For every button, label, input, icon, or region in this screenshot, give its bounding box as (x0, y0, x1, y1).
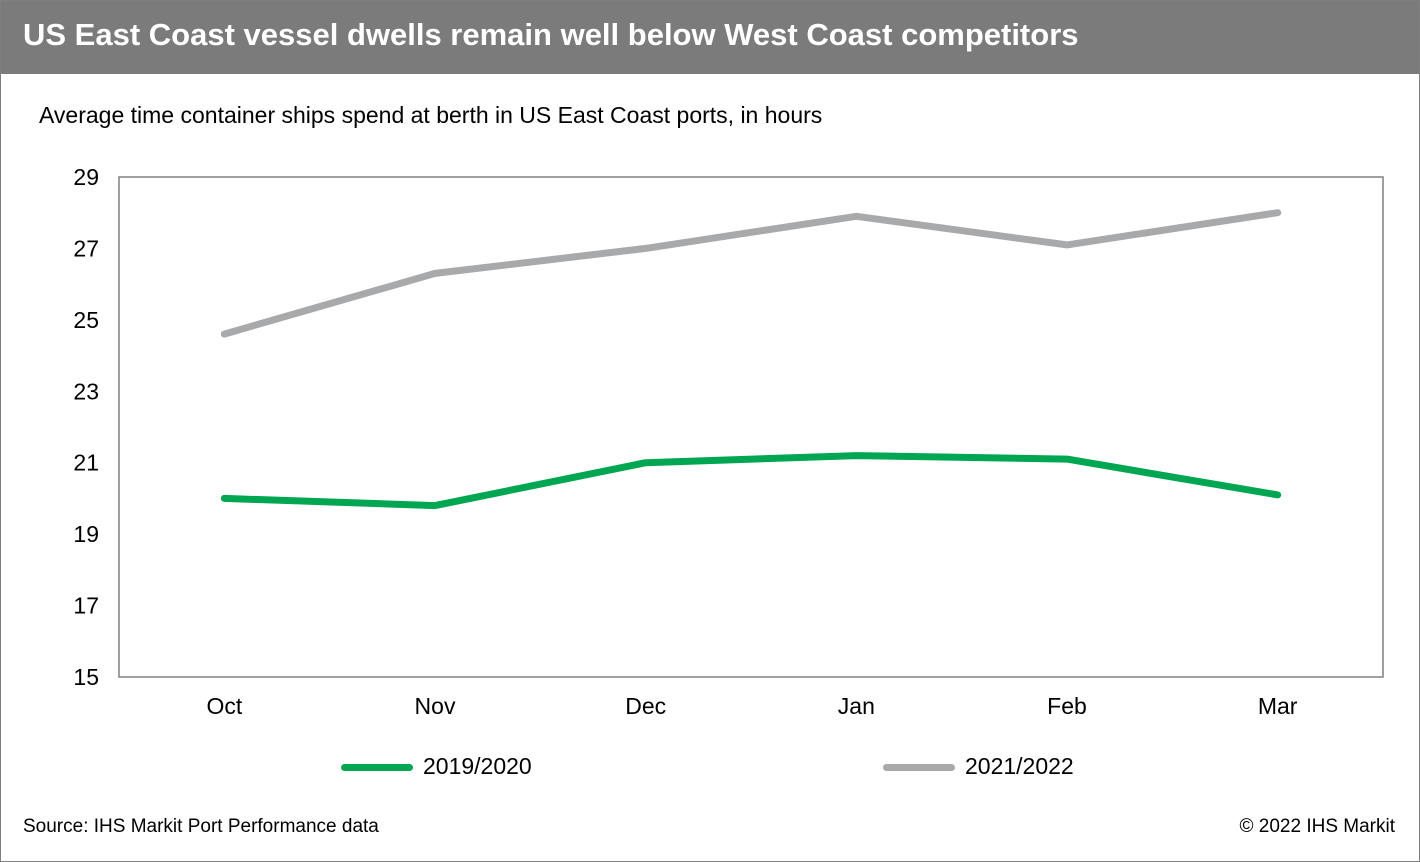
chart-title: US East Coast vessel dwells remain well … (23, 17, 1079, 52)
y-tick-label: 19 (73, 521, 99, 547)
y-tick-label: 27 (73, 235, 99, 261)
x-axis: Oct Nov Dec Jan Feb Mar (206, 693, 1297, 719)
series-line-2019-2020 (220, 452, 1282, 510)
x-tick-label: Mar (1258, 693, 1298, 719)
copyright-note: © 2022 IHS Markit (1239, 816, 1396, 837)
y-tick-label: 21 (73, 450, 99, 476)
x-tick-label: Dec (625, 693, 666, 719)
legend-label-2019-2020: 2019/2020 (423, 753, 532, 779)
plot-border (118, 176, 1384, 678)
legend-swatch-2019-2020 (341, 764, 413, 771)
title-banner: US East Coast vessel dwells remain well … (1, 1, 1419, 74)
x-tick-label: Nov (415, 693, 456, 719)
x-tick-label: Jan (838, 693, 875, 719)
chart-subtitle: Average time container ships spend at be… (39, 102, 823, 128)
x-tick-label: Oct (206, 693, 242, 719)
series-line-2021-2022 (220, 209, 1282, 338)
y-tick-label: 23 (73, 378, 99, 404)
y-tick-label: 25 (73, 307, 99, 333)
series-lines (220, 209, 1282, 510)
legend-label-2021-2022: 2021/2022 (965, 753, 1074, 779)
y-tick-label: 17 (73, 593, 99, 619)
y-tick-label: 15 (73, 664, 99, 690)
source-note: Source: IHS Markit Port Performance data (23, 816, 379, 837)
x-tick-label: Feb (1047, 693, 1087, 719)
y-tick-label: 29 (73, 164, 99, 190)
plot-area (118, 176, 1384, 678)
y-axis: 15 17 19 21 23 25 27 29 (73, 164, 99, 690)
legend-swatch-2021-2022 (883, 764, 955, 771)
